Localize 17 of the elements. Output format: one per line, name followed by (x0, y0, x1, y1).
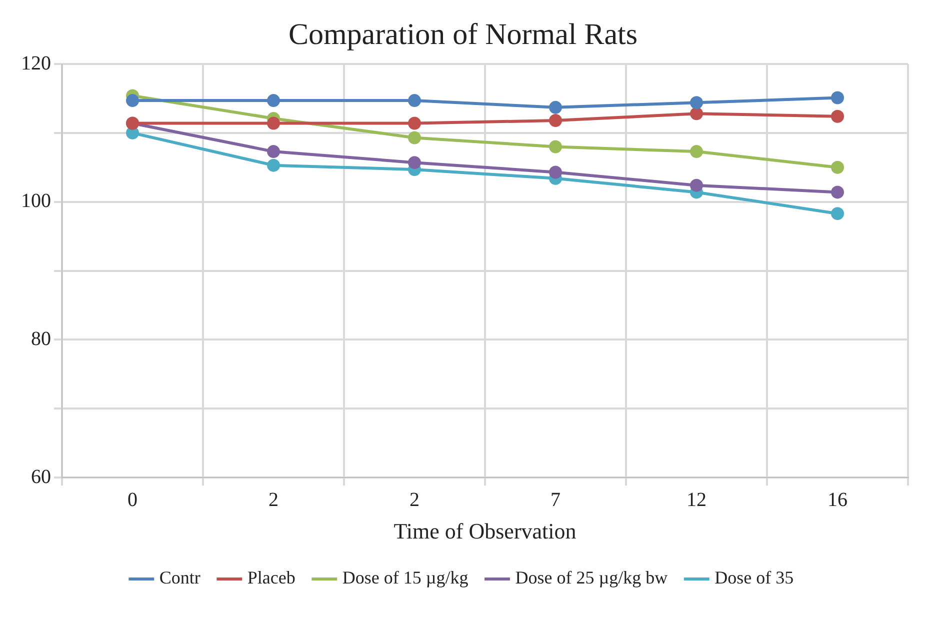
x-axis-title: Time of Observation (394, 518, 576, 544)
legend-label: Dose of 15 µg/kg (342, 568, 468, 588)
chart-title: Comparation of Normal Rats (288, 18, 638, 51)
legend-label: Contr (159, 568, 200, 588)
y-tick-label: 80 (31, 328, 51, 350)
legend-label: Dose of 35 (714, 568, 794, 588)
x-tick-label: 16 (828, 488, 848, 511)
x-tick-label: 2 (268, 488, 278, 511)
y-tick-label: 120 (21, 52, 51, 74)
x-tick-label: 2 (410, 488, 420, 511)
legend-label: Placeb (247, 568, 296, 588)
y-tick-label: 100 (21, 190, 51, 212)
x-tick-label: 7 (550, 488, 560, 511)
x-tick-label: 12 (686, 488, 706, 511)
y-tick-label: 60 (31, 466, 51, 488)
x-tick-label: 0 (128, 488, 138, 511)
legend-label: Dose of 25 µg/kg bw (515, 568, 668, 588)
